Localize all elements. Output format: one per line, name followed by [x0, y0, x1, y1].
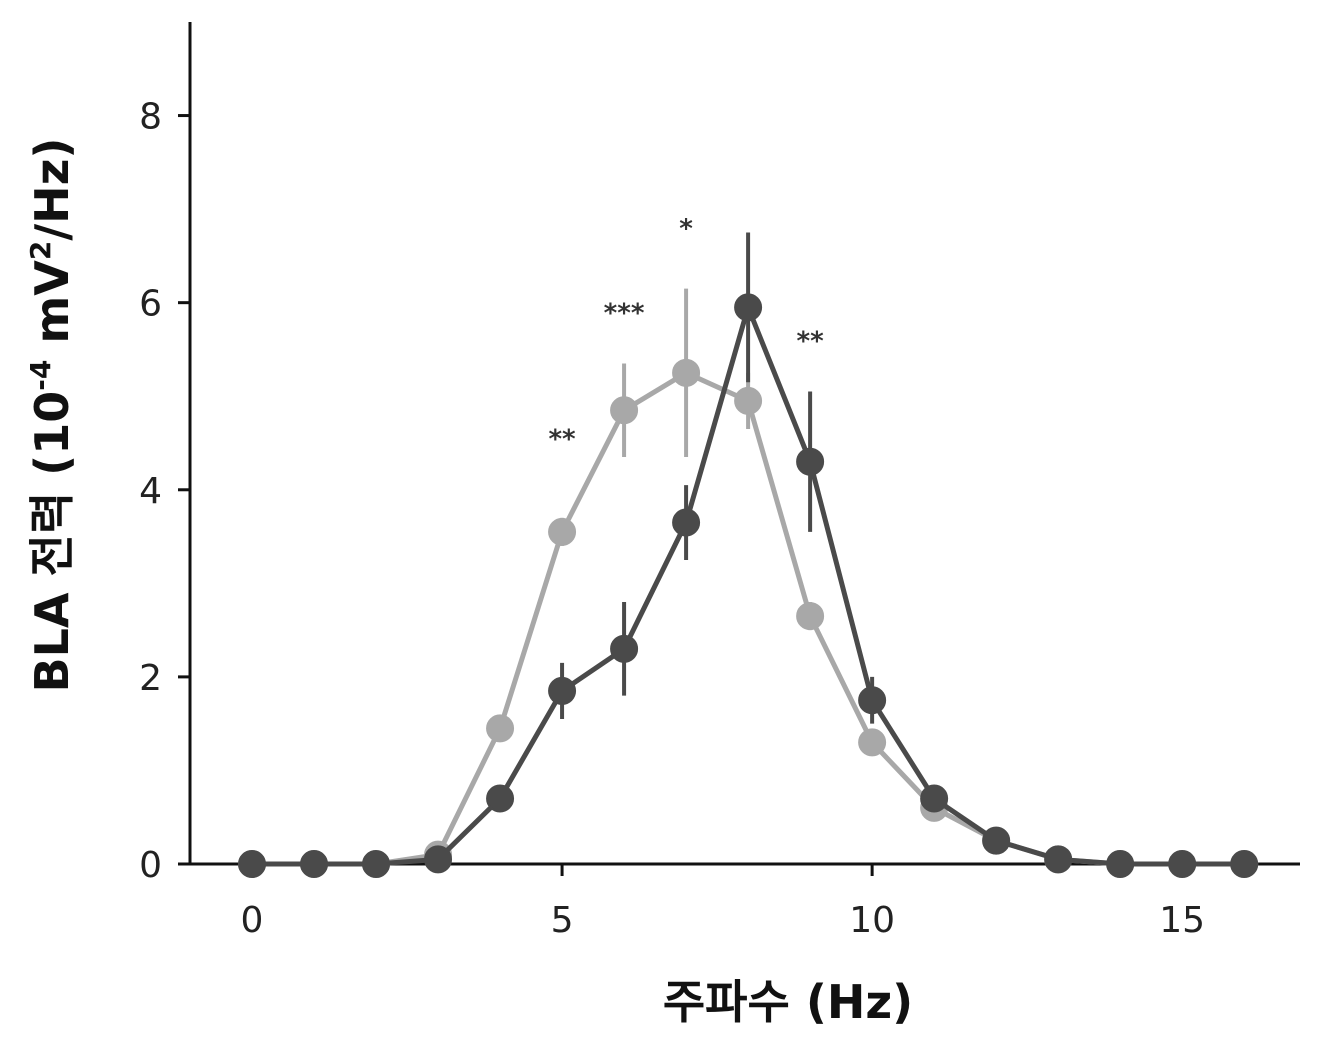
ticks: 0 5 10 15 0 2 4 6 8	[139, 97, 1205, 941]
series-2-point	[1106, 850, 1135, 878]
significance-marker: **	[548, 425, 576, 455]
x-axis-title: 주파수 (Hz)	[663, 975, 913, 1029]
series-2-point	[672, 508, 701, 537]
series-2-point	[548, 676, 577, 705]
series-2-point	[300, 850, 329, 878]
y-axis-title-base: BLA 전력 (10	[25, 391, 79, 693]
significance-marker: **	[797, 326, 825, 356]
y-axis-title-unit: mV	[25, 260, 79, 360]
annotation-layer: ********	[548, 214, 824, 454]
significance-marker: *	[679, 214, 693, 244]
y-axis-title-end: /Hz)	[25, 138, 79, 241]
x-tick-label: 5	[551, 900, 574, 941]
y-tick-label: 2	[139, 658, 162, 699]
series-2-point	[1230, 850, 1259, 878]
series-2-point	[486, 784, 515, 813]
y-axis-title: BLA 전력 (10-4 mV2/Hz)	[24, 138, 79, 693]
series-2-point	[858, 686, 887, 715]
y-tick-label: 4	[139, 471, 162, 512]
y-tick-label: 6	[139, 284, 162, 325]
series-1-point	[858, 728, 887, 757]
significance-marker: ***	[604, 298, 645, 328]
series-layer	[238, 232, 1259, 878]
series-2-point	[796, 447, 825, 476]
y-tick-label: 0	[139, 845, 162, 886]
series-1-point	[672, 358, 701, 387]
y-tick-label: 8	[139, 97, 162, 138]
series-1-point	[734, 386, 763, 415]
x-tick-label: 15	[1159, 900, 1205, 941]
series-1-line	[252, 370, 1245, 867]
series-2-point	[362, 850, 391, 878]
series-2-point	[982, 826, 1011, 855]
series-2-point	[1044, 845, 1073, 874]
series-2-point	[610, 634, 639, 663]
x-tick-label: 10	[849, 900, 895, 941]
axes	[180, 22, 1300, 866]
x-tick-label: 0	[241, 900, 264, 941]
series-1-point	[796, 602, 825, 631]
series-2-point	[734, 293, 763, 322]
y-axis-title-square: 2	[24, 241, 57, 260]
series-1-point	[548, 517, 577, 546]
series-1-point	[486, 714, 515, 743]
series-2-point	[424, 845, 453, 874]
series-2-point	[1168, 850, 1197, 878]
series-1-point	[610, 396, 639, 425]
y-axis-title-exponent: -4	[24, 360, 57, 391]
series-2-point	[238, 850, 267, 878]
series-2-point	[920, 784, 949, 813]
series-2	[238, 232, 1259, 878]
